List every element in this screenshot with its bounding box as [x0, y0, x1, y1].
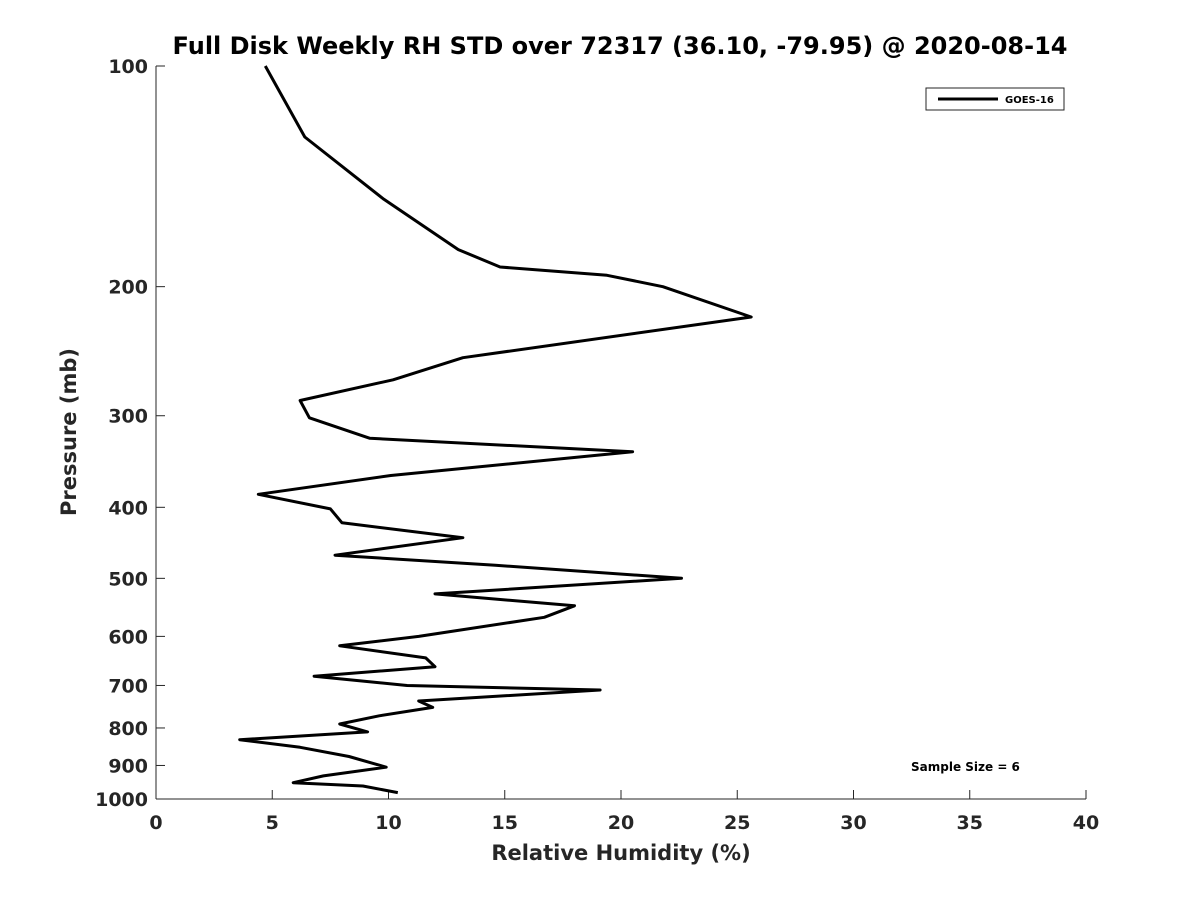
sample-size-annotation: Sample Size = 6	[911, 760, 1020, 774]
x-tick-label: 35	[957, 812, 983, 834]
series-line-goes-16	[238, 65, 753, 795]
y-tick-label: 200	[108, 277, 148, 299]
x-tick-label: 30	[840, 812, 866, 834]
x-tick-label: 20	[608, 812, 634, 834]
x-tick-label: 25	[724, 812, 750, 834]
chart-title: Full Disk Weekly RH STD over 72317 (36.1…	[173, 32, 1068, 60]
y-tick-label: 600	[108, 626, 148, 648]
y-tick-label: 1000	[95, 789, 148, 811]
x-tick-label: 15	[492, 812, 518, 834]
y-axis-label: Pressure (mb)	[57, 348, 81, 516]
y-tick-label: 400	[108, 497, 148, 519]
x-axis-label: Relative Humidity (%)	[491, 841, 750, 865]
x-tick-label: 10	[375, 812, 401, 834]
y-tick-label: 300	[108, 406, 148, 428]
y-tick-label: 100	[108, 56, 148, 78]
y-tick-label: 700	[108, 675, 148, 697]
x-axis-ticks: 0 5 10 15 20 25 30 35 40	[149, 790, 1099, 834]
y-tick-label: 500	[108, 568, 148, 590]
x-tick-label: 5	[266, 812, 279, 834]
x-tick-label: 40	[1073, 812, 1099, 834]
y-tick-label: 800	[108, 718, 148, 740]
y-tick-label: 900	[108, 755, 148, 777]
x-tick-label: 0	[149, 812, 162, 834]
legend-entry: GOES-16	[1005, 95, 1054, 106]
y-axis-ticks: 100 200 300 400 500 600 700 800 900 1000	[95, 56, 165, 811]
legend: GOES-16	[925, 87, 1065, 111]
